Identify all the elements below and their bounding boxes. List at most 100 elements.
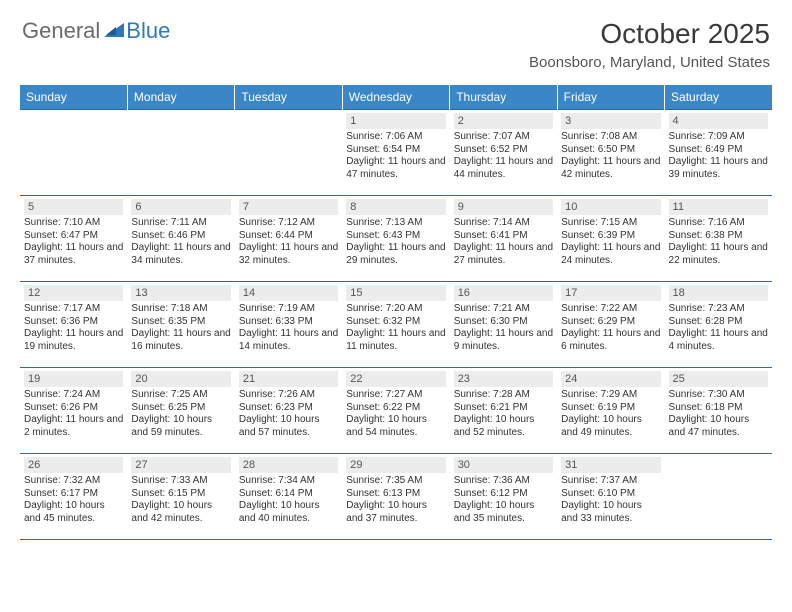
sunrise-text: Sunrise: 7:16 AM [669,217,768,230]
sunrise-text: Sunrise: 7:32 AM [24,475,123,488]
sunset-text: Sunset: 6:26 PM [24,402,123,415]
daylight-text: Daylight: 10 hours and 47 minutes. [669,414,768,439]
day-number: 10 [561,199,660,215]
sunrise-text: Sunrise: 7:07 AM [454,131,553,144]
calendar-cell-empty [235,110,342,196]
day-details: Sunrise: 7:10 AMSunset: 6:47 PMDaylight:… [24,217,123,267]
sunset-text: Sunset: 6:50 PM [561,144,660,157]
daylight-text: Daylight: 11 hours and 6 minutes. [561,328,660,353]
sunrise-text: Sunrise: 7:17 AM [24,303,123,316]
day-details: Sunrise: 7:33 AMSunset: 6:15 PMDaylight:… [131,475,230,525]
day-details: Sunrise: 7:20 AMSunset: 6:32 PMDaylight:… [346,303,445,353]
day-number: 21 [239,371,338,387]
sunset-text: Sunset: 6:43 PM [346,230,445,243]
calendar-cell: 10 Sunrise: 7:15 AMSunset: 6:39 PMDayligh… [557,196,664,282]
daylight-text: Daylight: 11 hours and 9 minutes. [454,328,553,353]
sunset-text: Sunset: 6:23 PM [239,402,338,415]
day-details: Sunrise: 7:17 AMSunset: 6:36 PMDaylight:… [24,303,123,353]
calendar-week-row: 26Sunrise: 7:32 AMSunset: 6:17 PMDayligh… [20,454,772,540]
sunrise-text: Sunrise: 7:18 AM [131,303,230,316]
daylight-text: Daylight: 11 hours and 22 minutes. [669,242,768,267]
sunrise-text: Sunrise: 7:36 AM [454,475,553,488]
day-number: 5 [24,199,123,215]
day-details: Sunrise: 7:09 AMSunset: 6:49 PMDaylight:… [669,131,768,181]
day-number: 6 [131,199,230,215]
day-number: 1 [346,113,445,129]
calendar-cell: 18 Sunrise: 7:23 AMSunset: 6:28 PMDayligh… [665,282,772,368]
daylight-text: Daylight: 11 hours and 11 minutes. [346,328,445,353]
location-text: Boonsboro, Maryland, United States [529,54,770,71]
day-number: 24 [561,371,660,387]
calendar-cell: 21 Sunrise: 7:26 AMSunset: 6:23 PMDayligh… [235,368,342,454]
daylight-text: Daylight: 11 hours and 29 minutes. [346,242,445,267]
daylight-text: Daylight: 11 hours and 24 minutes. [561,242,660,267]
day-details: Sunrise: 7:16 AMSunset: 6:38 PMDaylight:… [669,217,768,267]
day-details: Sunrise: 7:29 AMSunset: 6:19 PMDaylight:… [561,389,660,439]
daylight-text: Daylight: 10 hours and 33 minutes. [561,500,660,525]
day-number: 18 [669,285,768,301]
daylight-text: Daylight: 10 hours and 49 minutes. [561,414,660,439]
day-details: Sunrise: 7:23 AMSunset: 6:28 PMDaylight:… [669,303,768,353]
day-number: 26 [24,457,123,473]
sunset-text: Sunset: 6:21 PM [454,402,553,415]
daylight-text: Daylight: 11 hours and 34 minutes. [131,242,230,267]
day-details: Sunrise: 7:15 AMSunset: 6:39 PMDaylight:… [561,217,660,267]
logo: General Blue [22,18,170,44]
weekday-header: Saturday [665,85,772,110]
day-number: 9 [454,199,553,215]
sunset-text: Sunset: 6:13 PM [346,488,445,501]
calendar-cell: 1 Sunrise: 7:06 AMSunset: 6:54 PMDaylight… [342,110,449,196]
sunset-text: Sunset: 6:18 PM [669,402,768,415]
daylight-text: Daylight: 10 hours and 35 minutes. [454,500,553,525]
day-details: Sunrise: 7:21 AMSunset: 6:30 PMDaylight:… [454,303,553,353]
day-number: 2 [454,113,553,129]
calendar-week-row: 19 Sunrise: 7:24 AMSunset: 6:26 PMDayligh… [20,368,772,454]
day-number: 31 [561,457,660,473]
day-number: 4 [669,113,768,129]
day-details: Sunrise: 7:06 AMSunset: 6:54 PMDaylight:… [346,131,445,181]
daylight-text: Daylight: 10 hours and 54 minutes. [346,414,445,439]
day-number: 22 [346,371,445,387]
day-details: Sunrise: 7:11 AMSunset: 6:46 PMDaylight:… [131,217,230,267]
sunset-text: Sunset: 6:41 PM [454,230,553,243]
day-details: Sunrise: 7:37 AMSunset: 6:10 PMDaylight:… [561,475,660,525]
calendar-cell: 9Sunrise: 7:14 AMSunset: 6:41 PMDaylight… [450,196,557,282]
sunset-text: Sunset: 6:25 PM [131,402,230,415]
daylight-text: Daylight: 11 hours and 27 minutes. [454,242,553,267]
calendar-cell: 16 Sunrise: 7:21 AMSunset: 6:30 PMDayligh… [450,282,557,368]
day-details: Sunrise: 7:19 AMSunset: 6:33 PMDaylight:… [239,303,338,353]
calendar-table: SundayMondayTuesdayWednesdayThursdayFrid… [20,85,772,540]
sunset-text: Sunset: 6:12 PM [454,488,553,501]
sunset-text: Sunset: 6:14 PM [239,488,338,501]
sunset-text: Sunset: 6:36 PM [24,316,123,329]
daylight-text: Daylight: 11 hours and 14 minutes. [239,328,338,353]
daylight-text: Daylight: 11 hours and 39 minutes. [669,156,768,181]
sunset-text: Sunset: 6:52 PM [454,144,553,157]
day-number: 17 [561,285,660,301]
calendar-cell: 22Sunrise: 7:27 AMSunset: 6:22 PMDayligh… [342,368,449,454]
calendar-header-row: SundayMondayTuesdayWednesdayThursdayFrid… [20,85,772,110]
day-details: Sunrise: 7:24 AMSunset: 6:26 PMDaylight:… [24,389,123,439]
sunrise-text: Sunrise: 7:12 AM [239,217,338,230]
day-details: Sunrise: 7:26 AMSunset: 6:23 PMDaylight:… [239,389,338,439]
day-details: Sunrise: 7:35 AMSunset: 6:13 PMDaylight:… [346,475,445,525]
sunset-text: Sunset: 6:46 PM [131,230,230,243]
sunset-text: Sunset: 6:32 PM [346,316,445,329]
weekday-header: Wednesday [342,85,449,110]
day-number: 25 [669,371,768,387]
calendar-cell: 20Sunrise: 7:25 AMSunset: 6:25 PMDayligh… [127,368,234,454]
day-details: Sunrise: 7:08 AMSunset: 6:50 PMDaylight:… [561,131,660,181]
sunset-text: Sunset: 6:19 PM [561,402,660,415]
day-number: 16 [454,285,553,301]
calendar-cell: 15Sunrise: 7:20 AMSunset: 6:32 PMDayligh… [342,282,449,368]
sunset-text: Sunset: 6:39 PM [561,230,660,243]
calendar-cell: 27Sunrise: 7:33 AMSunset: 6:15 PMDayligh… [127,454,234,540]
sunrise-text: Sunrise: 7:11 AM [131,217,230,230]
daylight-text: Daylight: 10 hours and 37 minutes. [346,500,445,525]
calendar-cell: 19 Sunrise: 7:24 AMSunset: 6:26 PMDayligh… [20,368,127,454]
daylight-text: Daylight: 10 hours and 57 minutes. [239,414,338,439]
day-number: 12 [24,285,123,301]
sunrise-text: Sunrise: 7:27 AM [346,389,445,402]
day-number: 19 [24,371,123,387]
sunrise-text: Sunrise: 7:33 AM [131,475,230,488]
